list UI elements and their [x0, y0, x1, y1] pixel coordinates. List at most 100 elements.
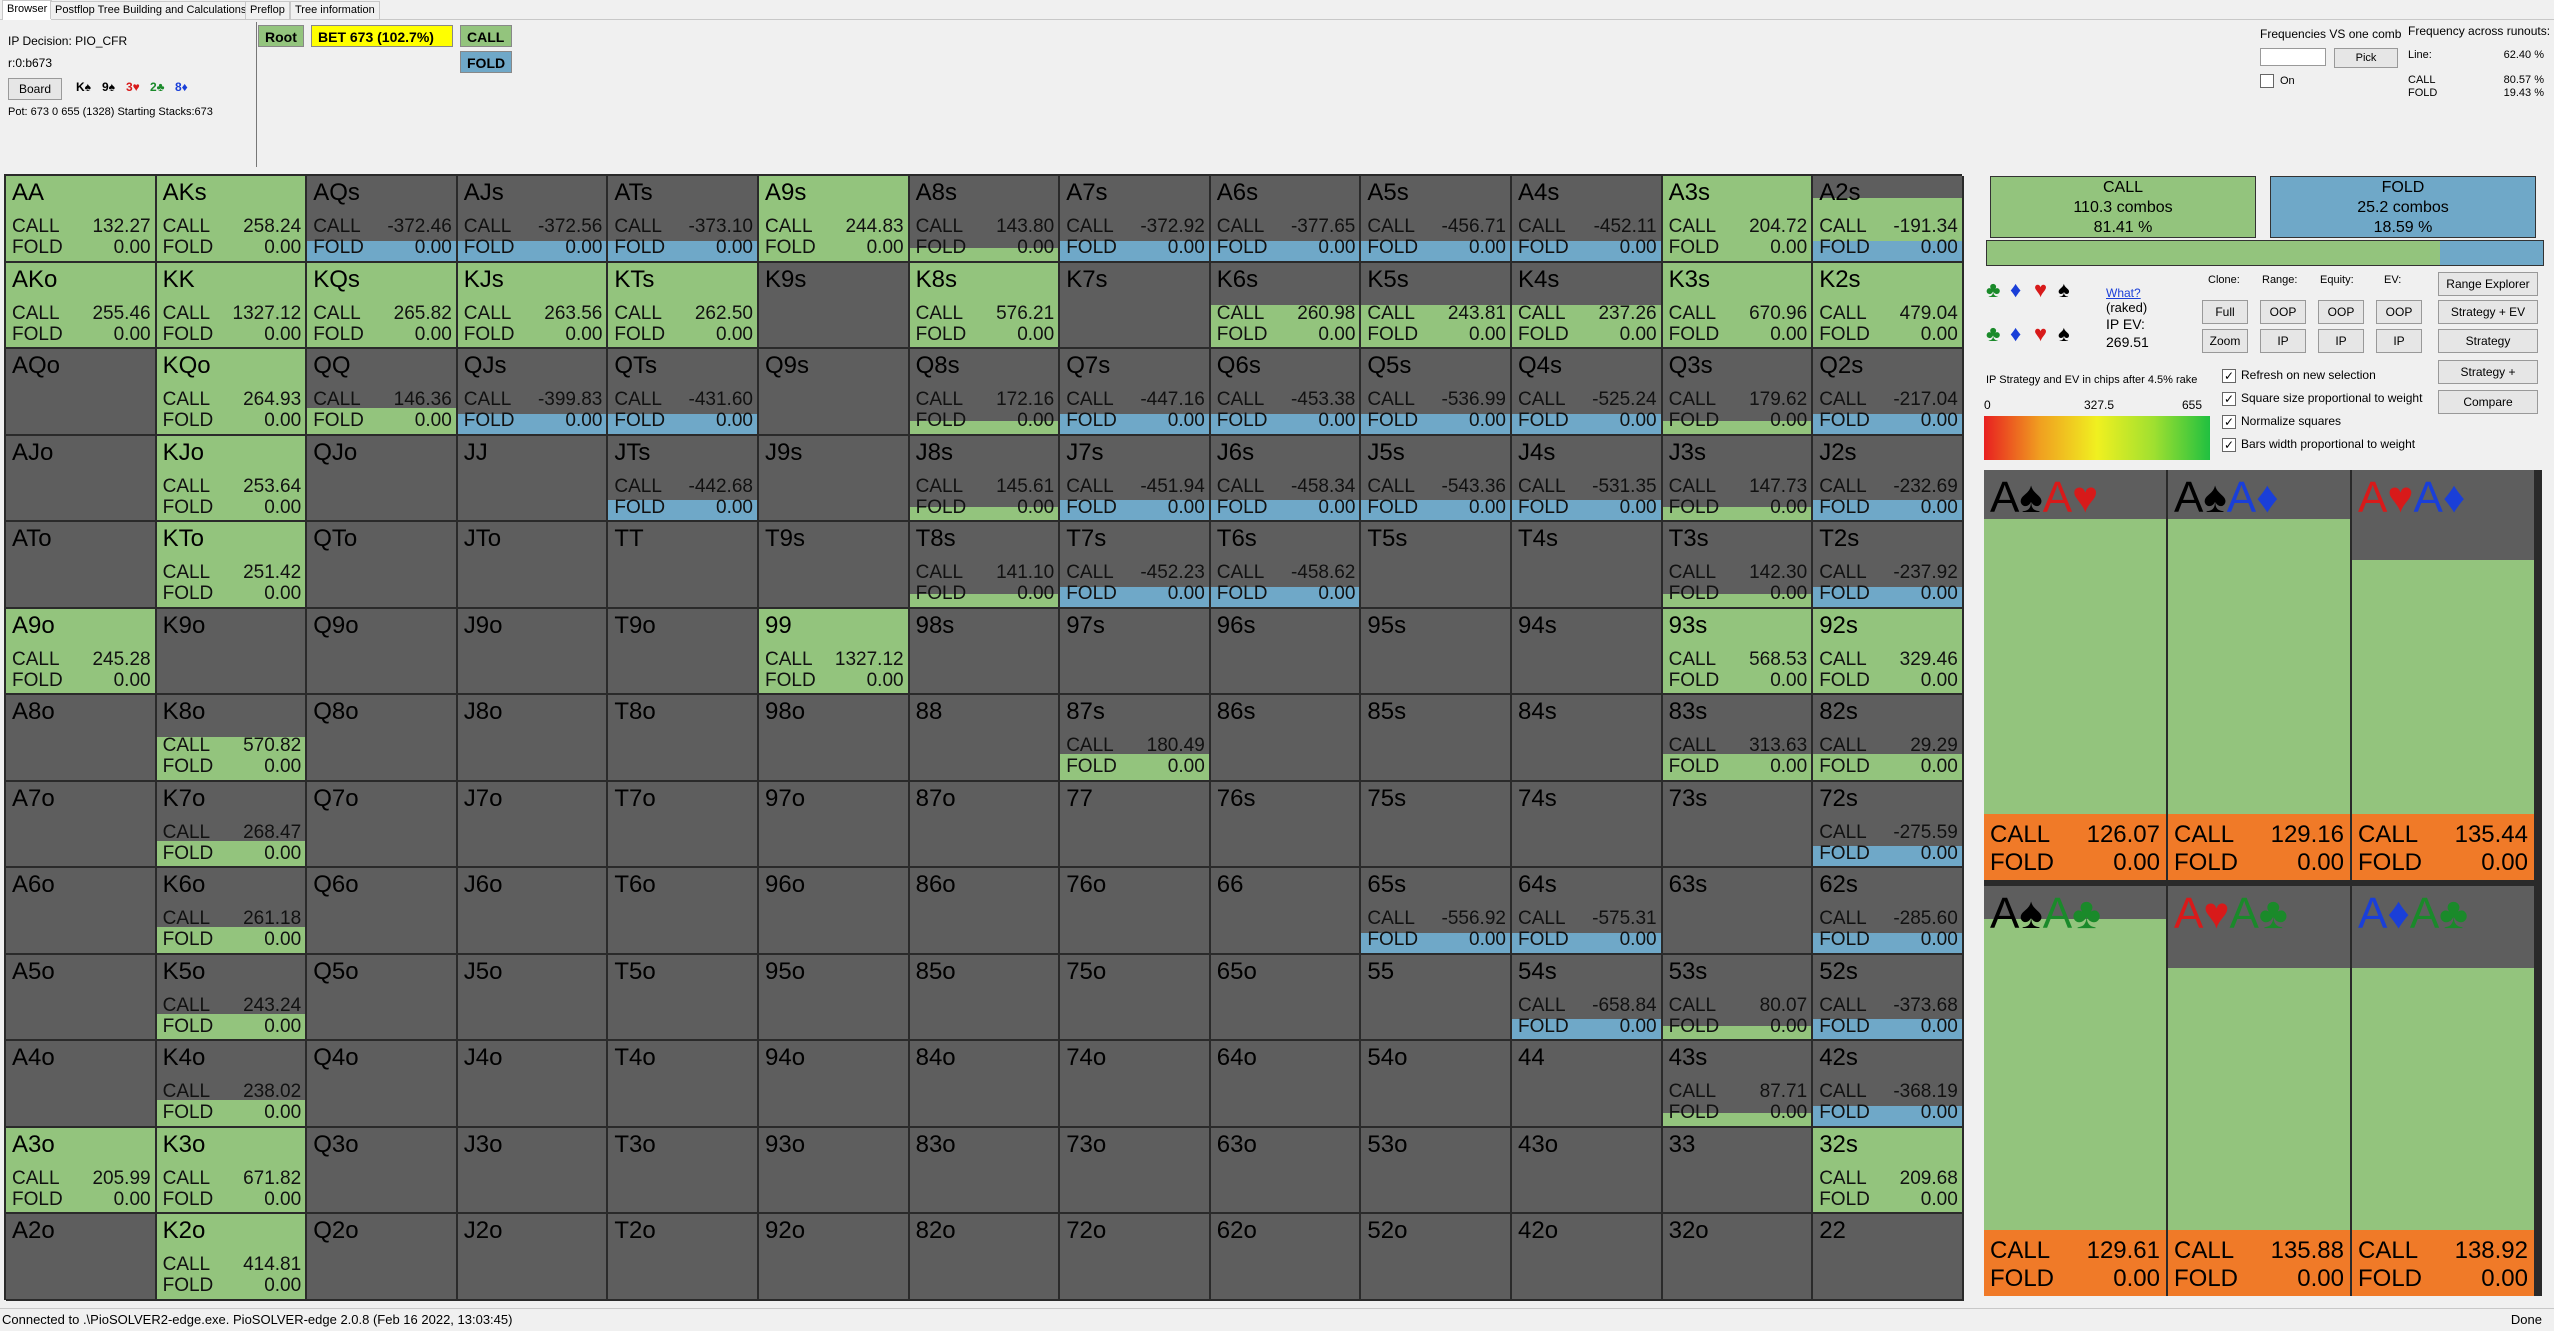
hand-cell-K9s[interactable]: K9s: [759, 262, 910, 349]
hand-cell-92o[interactable]: 92o: [759, 1214, 910, 1301]
hand-cell-Q7o[interactable]: Q7o: [307, 781, 458, 868]
club-suit-icon[interactable]: ♣: [1986, 277, 2001, 302]
hand-cell-T2o[interactable]: T2o: [608, 1214, 759, 1301]
hand-cell-52o[interactable]: 52o: [1361, 1214, 1512, 1301]
hand-cell-88[interactable]: 88: [909, 695, 1061, 782]
hand-cell-63o[interactable]: 63o: [1210, 1127, 1362, 1214]
hand-cell-J4s[interactable]: J4s CALL -531.35 FOLD 0.00: [1512, 435, 1663, 522]
square-size-checkbox[interactable]: ✓ Square size proportional to weight: [2222, 391, 2423, 406]
hand-cell-T4s[interactable]: T4s: [1512, 522, 1663, 609]
hand-cell-76s[interactable]: 76s: [1210, 781, 1362, 868]
hand-cell-66[interactable]: 66: [1210, 868, 1362, 955]
hand-cell-J6s[interactable]: J6s CALL -458.34 FOLD 0.00: [1210, 435, 1362, 522]
hand-cell-Q8s[interactable]: Q8s CALL 172.16 FOLD 0.00: [909, 349, 1061, 436]
hand-cell-Q8o[interactable]: Q8o: [307, 695, 458, 782]
hand-cell-Q9s[interactable]: Q9s: [759, 349, 910, 436]
hand-cell-J9s[interactable]: J9s: [759, 435, 910, 522]
hand-cell-54s[interactable]: 54s CALL -658.84 FOLD 0.00: [1512, 954, 1663, 1041]
hand-cell-A9s[interactable]: A9s CALL 244.83 FOLD 0.00: [759, 176, 910, 263]
hand-cell-JJ[interactable]: JJ: [457, 435, 609, 522]
hand-cell-Q2s[interactable]: Q2s CALL -217.04 FOLD 0.00: [1813, 349, 1964, 436]
hand-cell-T4o[interactable]: T4o: [608, 1041, 759, 1128]
diamond-suit-icon[interactable]: ♦: [2010, 277, 2022, 302]
combo-input[interactable]: [2260, 48, 2326, 66]
hand-cell-K8o[interactable]: K8o CALL 570.82 FOLD 0.00: [156, 695, 308, 782]
hand-cell-55[interactable]: 55: [1361, 954, 1512, 1041]
hand-cell-J8o[interactable]: J8o: [457, 695, 609, 782]
hand-cell-KJs[interactable]: KJs CALL 263.56 FOLD 0.00: [457, 262, 609, 349]
combo-card-A♠A♥[interactable]: A♠A♥ CALL 126.07 FOLD 0.00: [1984, 470, 2166, 880]
pick-button[interactable]: Pick: [2334, 48, 2398, 68]
hand-cell-73s[interactable]: 73s: [1662, 781, 1814, 868]
hand-cell-33[interactable]: 33: [1662, 1127, 1814, 1214]
ev-oop-button[interactable]: OOP: [2376, 300, 2422, 324]
hand-cell-72o[interactable]: 72o: [1060, 1214, 1211, 1301]
hand-cell-T3o[interactable]: T3o: [608, 1127, 759, 1214]
on-checkbox[interactable]: [2260, 74, 2274, 88]
hand-cell-84s[interactable]: 84s: [1512, 695, 1663, 782]
hand-cell-T6o[interactable]: T6o: [608, 868, 759, 955]
summary-call[interactable]: CALL 110.3 combos 81.41 %: [1990, 176, 2256, 238]
hand-cell-93s[interactable]: 93s CALL 568.53 FOLD 0.00: [1662, 608, 1814, 695]
hand-cell-KJo[interactable]: KJo CALL 253.64 FOLD 0.00: [156, 435, 308, 522]
hand-cell-ATs[interactable]: ATs CALL -373.10 FOLD 0.00: [608, 176, 759, 263]
spade-suit-icon[interactable]: ♠: [2058, 277, 2070, 302]
hand-cell-A6o[interactable]: A6o: [6, 868, 157, 955]
hand-cell-99[interactable]: 99 CALL 1327.12 FOLD 0.00: [759, 608, 910, 695]
full-button[interactable]: Full: [2202, 300, 2248, 324]
hand-cell-K3s[interactable]: K3s CALL 670.96 FOLD 0.00: [1662, 262, 1814, 349]
hand-cell-J3s[interactable]: J3s CALL 147.73 FOLD 0.00: [1662, 435, 1814, 522]
hand-cell-J4o[interactable]: J4o: [457, 1041, 609, 1128]
hand-cell-95s[interactable]: 95s: [1361, 608, 1512, 695]
hand-cell-97o[interactable]: 97o: [759, 781, 910, 868]
hand-cell-QTs[interactable]: QTs CALL -431.60 FOLD 0.00: [608, 349, 759, 436]
strategy-plus-button[interactable]: Strategy +: [2438, 360, 2538, 384]
combo-card-A♥A♦[interactable]: A♥A♦ CALL 135.44 FOLD 0.00: [2352, 470, 2534, 880]
hand-cell-83s[interactable]: 83s CALL 313.63 FOLD 0.00: [1662, 695, 1814, 782]
combo-card-A♠A♣[interactable]: A♠A♣ CALL 129.61 FOLD 0.00: [1984, 886, 2166, 1296]
hand-cell-65s[interactable]: 65s CALL -556.92 FOLD 0.00: [1361, 868, 1512, 955]
hand-cell-T3s[interactable]: T3s CALL 142.30 FOLD 0.00: [1662, 522, 1814, 609]
hand-cell-QTo[interactable]: QTo: [307, 522, 458, 609]
hand-cell-K6o[interactable]: K6o CALL 261.18 FOLD 0.00: [156, 868, 308, 955]
tab-browser[interactable]: Browser: [2, 0, 53, 20]
hand-cell-92s[interactable]: 92s CALL 329.46 FOLD 0.00: [1813, 608, 1964, 695]
hand-cell-77[interactable]: 77: [1060, 781, 1211, 868]
hand-cell-KQs[interactable]: KQs CALL 265.82 FOLD 0.00: [307, 262, 458, 349]
hand-cell-QQ[interactable]: QQ CALL 146.36 FOLD 0.00: [307, 349, 458, 436]
hand-cell-32s[interactable]: 32s CALL 209.68 FOLD 0.00: [1813, 1127, 1964, 1214]
hand-cell-K4s[interactable]: K4s CALL 237.26 FOLD 0.00: [1512, 262, 1663, 349]
hand-cell-ATo[interactable]: ATo: [6, 522, 157, 609]
hand-cell-63s[interactable]: 63s: [1662, 868, 1814, 955]
hand-cell-Q4o[interactable]: Q4o: [307, 1041, 458, 1128]
hand-cell-87o[interactable]: 87o: [909, 781, 1061, 868]
hand-cell-Q6o[interactable]: Q6o: [307, 868, 458, 955]
summary-fold[interactable]: FOLD 25.2 combos 18.59 %: [2270, 176, 2536, 238]
hand-cell-43s[interactable]: 43s CALL 87.71 FOLD 0.00: [1662, 1041, 1814, 1128]
hand-cell-Q5o[interactable]: Q5o: [307, 954, 458, 1041]
tree-node-root[interactable]: Root: [258, 25, 304, 47]
hand-cell-AJo[interactable]: AJo: [6, 435, 157, 522]
hand-cell-Q2o[interactable]: Q2o: [307, 1214, 458, 1301]
hand-cell-KQo[interactable]: KQo CALL 264.93 FOLD 0.00: [156, 349, 308, 436]
hand-cell-AJs[interactable]: AJs CALL -372.56 FOLD 0.00: [457, 176, 609, 263]
hand-cell-86s[interactable]: 86s: [1210, 695, 1362, 782]
hand-cell-A5s[interactable]: A5s CALL -456.71 FOLD 0.00: [1361, 176, 1512, 263]
hand-cell-32o[interactable]: 32o: [1662, 1214, 1814, 1301]
tab-tree-information[interactable]: Tree information: [290, 1, 380, 19]
hand-cell-AKs[interactable]: AKs CALL 258.24 FOLD 0.00: [156, 176, 308, 263]
hand-cell-T7o[interactable]: T7o: [608, 781, 759, 868]
hand-cell-J7s[interactable]: J7s CALL -451.94 FOLD 0.00: [1060, 435, 1211, 522]
hand-cell-AA[interactable]: AA CALL 132.27 FOLD 0.00: [6, 176, 157, 263]
hand-cell-95o[interactable]: 95o: [759, 954, 910, 1041]
hand-cell-62o[interactable]: 62o: [1210, 1214, 1362, 1301]
tab-postflop[interactable]: Postflop Tree Building and Calculations: [50, 1, 252, 19]
hand-cell-A7o[interactable]: A7o: [6, 781, 157, 868]
hand-cell-82s[interactable]: 82s CALL 29.29 FOLD 0.00: [1813, 695, 1964, 782]
hand-cell-J9o[interactable]: J9o: [457, 608, 609, 695]
hand-cell-K4o[interactable]: K4o CALL 238.02 FOLD 0.00: [156, 1041, 308, 1128]
hand-cell-42o[interactable]: 42o: [1512, 1214, 1663, 1301]
hand-cell-Q9o[interactable]: Q9o: [307, 608, 458, 695]
hand-cell-43o[interactable]: 43o: [1512, 1127, 1663, 1214]
hand-cell-K6s[interactable]: K6s CALL 260.98 FOLD 0.00: [1210, 262, 1362, 349]
